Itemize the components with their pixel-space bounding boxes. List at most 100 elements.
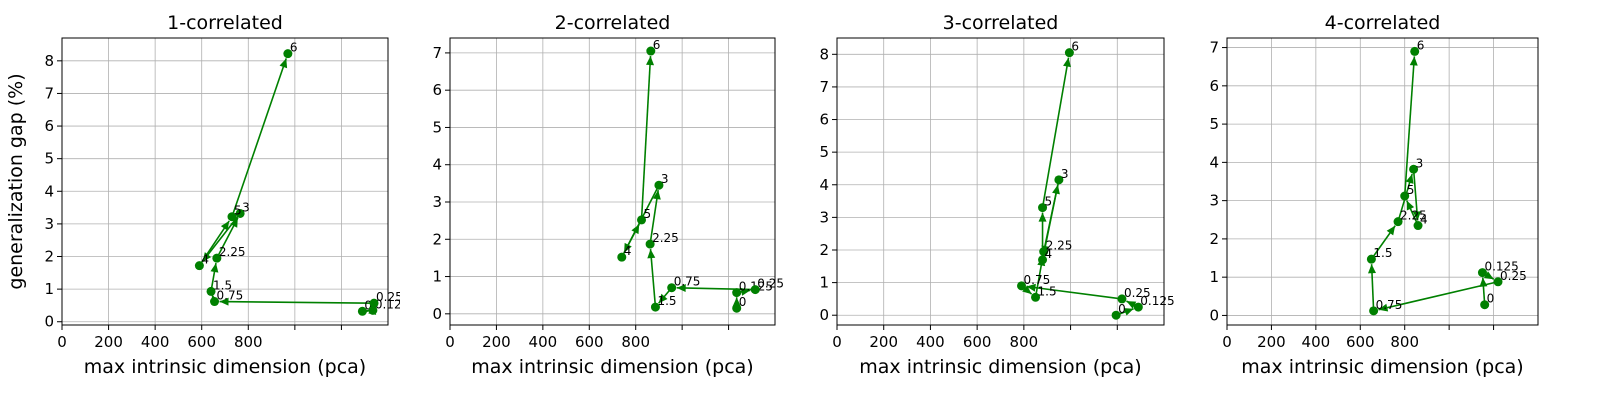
y-tick-label: 2	[432, 230, 442, 248]
data-point	[654, 180, 664, 190]
x-tick-label: 800	[621, 333, 650, 351]
y-tick-label: 6	[432, 81, 442, 99]
data-label: 0.75	[674, 275, 701, 289]
arrow-head	[1409, 56, 1418, 66]
x-axis-label: max intrinsic dimension (pca)	[1241, 356, 1523, 378]
x-axis-label: max intrinsic dimension (pca)	[84, 356, 366, 378]
data-point	[1480, 300, 1490, 310]
data-label: 3	[242, 200, 250, 214]
data-point	[210, 297, 220, 307]
data-label: 0.125	[1140, 294, 1174, 308]
data-label: 2.25	[1046, 239, 1073, 253]
data-label: 0.75	[1024, 273, 1051, 287]
y-tick-label: 8	[819, 45, 829, 63]
data-label: 0	[739, 295, 747, 309]
connector-segment	[676, 287, 756, 291]
data-point	[227, 212, 237, 222]
data-point	[1133, 302, 1143, 312]
data-point	[1038, 255, 1048, 265]
y-tick-label: 0	[432, 305, 442, 323]
data-label: 4	[1045, 247, 1053, 261]
data-point	[1017, 281, 1027, 291]
data-point	[1064, 48, 1074, 58]
x-axis-label: max intrinsic dimension (pca)	[471, 356, 753, 378]
y-tick-label: 2	[1209, 230, 1219, 248]
connector-segment	[1042, 179, 1060, 256]
y-tick-label: 3	[432, 193, 442, 211]
connector-segment	[1378, 280, 1499, 311]
data-label: 1.5	[657, 294, 676, 308]
chart-svg-1-correlated: 0 200 400 600 800 0 1 2 3 4 5 6 7 8 1-correlated max in…	[5, 12, 400, 378]
y-tick-label: 4	[1209, 153, 1219, 171]
subplot-4-correlated: 0 200 400 600 800 0 1 2 3 4 5 6 7 4-correlated max int…	[1200, 0, 1600, 400]
x-tick-label: 800	[234, 333, 263, 351]
arrow-head	[210, 263, 219, 273]
x-tick-label: 0	[832, 333, 842, 351]
x-tick-label: 0	[1222, 333, 1232, 351]
arrow-head	[1412, 211, 1421, 221]
arrow-head	[1022, 285, 1032, 295]
data-point	[212, 253, 222, 263]
data-point	[1410, 46, 1420, 56]
y-tick-label: 2	[819, 241, 829, 259]
data-label: 5	[1407, 183, 1415, 197]
data-label: 0.25	[1500, 269, 1527, 283]
data-label: 6	[290, 41, 298, 55]
data-point	[1400, 191, 1410, 201]
arrow-head	[1126, 301, 1137, 309]
x-tick-label: 200	[94, 333, 123, 351]
y-tick-label: 6	[1209, 77, 1219, 95]
y-tick-label: 3	[819, 208, 829, 226]
x-tick-label: 0	[57, 333, 67, 351]
grid	[836, 38, 1164, 325]
chart-title: 4-correlated	[1325, 12, 1441, 34]
y-tick-label: 1	[44, 280, 54, 298]
data-label: 0.25	[757, 277, 784, 291]
data-label: 0.75	[1376, 298, 1403, 312]
data-point	[667, 283, 677, 293]
data-label: 2.25	[652, 231, 679, 245]
chart-title: 2-correlated	[555, 12, 671, 34]
arrow-head	[631, 224, 640, 235]
data-label: 6	[1417, 38, 1425, 52]
connector-segment	[649, 190, 659, 245]
data-point	[357, 306, 367, 316]
arrow-head	[1123, 308, 1134, 316]
y-tick-label: 0	[819, 306, 829, 324]
x-tick-label: 200	[869, 333, 898, 351]
y-tick-label: 6	[44, 117, 54, 135]
chart-title: 1-correlated	[167, 12, 283, 34]
chart-title: 3-correlated	[943, 12, 1059, 34]
plot-frame	[449, 37, 776, 326]
y-tick-label: 3	[44, 215, 54, 233]
y-tick-label: 3	[1209, 192, 1219, 210]
y-tick-label: 1	[819, 274, 829, 292]
y-tick-label: 5	[44, 150, 54, 168]
y-tick-label: 7	[432, 44, 442, 62]
data-label: 0	[364, 298, 372, 312]
grid	[1226, 38, 1538, 325]
data-point	[235, 208, 245, 218]
data-label: 6	[653, 38, 661, 52]
grid	[449, 38, 775, 325]
data-label: 3	[661, 172, 669, 186]
data-label: 0.25	[376, 290, 400, 304]
data-label: 5	[644, 207, 652, 221]
chart-svg-3-correlated: 0 200 400 600 800 0 1 2 3 4 5 6 7 8 3-correlated max in…	[819, 12, 1174, 378]
data-point	[1111, 310, 1121, 320]
plot-frame	[836, 37, 1165, 326]
data-label: 4	[201, 253, 209, 267]
arrow-head	[1026, 283, 1036, 292]
data-point	[1393, 217, 1403, 227]
data-point	[650, 302, 660, 312]
data-point	[1031, 292, 1041, 302]
arrow-head	[646, 56, 655, 66]
arrow-head	[732, 297, 741, 307]
data-point	[194, 261, 204, 271]
y-tick-label: 0	[44, 313, 54, 331]
arrow-head	[1367, 264, 1376, 274]
x-tick-label: 200	[482, 333, 511, 351]
y-tick-label: 4	[44, 182, 54, 200]
x-tick-label: 600	[963, 333, 992, 351]
y-tick-label: 5	[1209, 115, 1219, 133]
